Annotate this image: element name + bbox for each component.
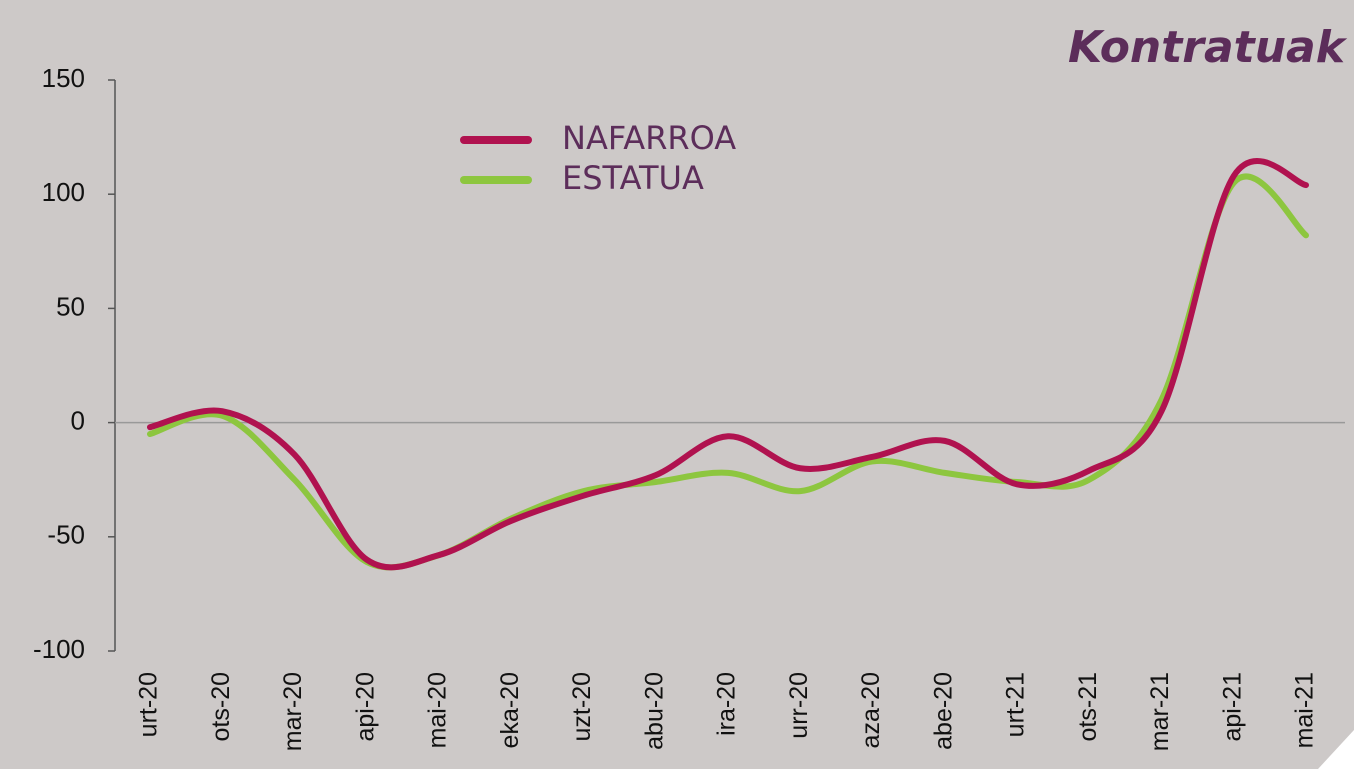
x-tick-label: aza-20 — [857, 672, 885, 748]
y-tick-label: -100 — [33, 634, 85, 664]
x-tick-label: mar-20 — [279, 672, 307, 751]
y-tick-label: 150 — [42, 63, 85, 93]
x-tick-label: abe-20 — [929, 672, 957, 750]
x-tick-label: urt-20 — [135, 672, 163, 737]
corner — [1318, 730, 1354, 769]
x-tick-label: mar-21 — [1146, 672, 1174, 751]
x-tick-label: urt-21 — [1002, 672, 1030, 737]
y-tick-label: 0 — [71, 405, 85, 435]
x-tick-label: api-20 — [351, 672, 379, 742]
legend-label: NAFARROA — [562, 119, 736, 157]
x-tick-label: mai-21 — [1291, 672, 1319, 748]
legend-label: ESTATUA — [562, 159, 704, 197]
line — [147, 173, 1309, 571]
line — [147, 158, 1309, 571]
x-tick-label: ira-20 — [713, 672, 741, 736]
y-tick-label: -50 — [47, 520, 85, 550]
x-tick-label: urr-20 — [785, 672, 813, 739]
y-tick-label: 100 — [42, 177, 85, 207]
x-tick-label: uzt-20 — [568, 672, 596, 741]
x-tick-label: abu-20 — [640, 672, 668, 750]
x-tick-label: ots-20 — [207, 672, 235, 741]
x-tick-label: eka-20 — [496, 672, 524, 748]
x-tick-label: api-21 — [1218, 672, 1246, 742]
x-tick-label: ots-21 — [1074, 672, 1102, 741]
y-tick-label: 50 — [56, 291, 85, 321]
chart-title: Kontratuak — [1068, 22, 1348, 73]
x-tick-label: mai-20 — [424, 672, 452, 748]
